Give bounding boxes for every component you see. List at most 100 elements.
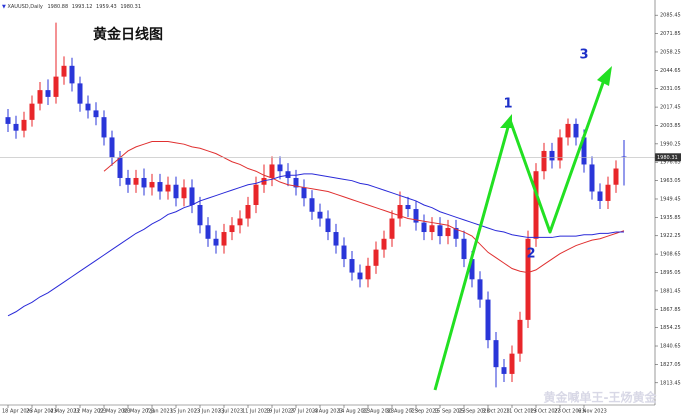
candle-body <box>69 65 75 84</box>
moving-average <box>7 173 624 317</box>
candle-body <box>597 191 603 201</box>
candle-body <box>37 90 43 104</box>
y-tick-label: 2058.25 <box>660 49 681 55</box>
candle-body <box>549 150 555 161</box>
y-tick-label: 2003.85 <box>660 123 681 129</box>
trend-path <box>433 79 606 391</box>
candle-body <box>149 182 155 188</box>
candle-body <box>429 225 435 233</box>
x-tick-label: 4 Aug 2023 <box>314 409 343 415</box>
candle-body <box>5 117 11 124</box>
x-tick-label: 30 May 2023 <box>122 409 155 415</box>
header-icon: ▼ <box>2 4 6 10</box>
candle-body <box>189 187 195 205</box>
x-tick-label: 18 Apr 2023 <box>2 409 33 415</box>
candle-body <box>517 319 523 354</box>
candle-body <box>477 279 483 300</box>
candle-body <box>461 238 467 260</box>
candle-body <box>213 238 219 246</box>
candle-body <box>293 177 299 188</box>
chart-title: 黄金日线图 <box>93 26 163 43</box>
candle-body <box>453 227 459 239</box>
candle-body <box>157 182 163 192</box>
x-tick-label: 26 Apr 2023 <box>26 409 57 415</box>
candle-body <box>573 123 579 138</box>
candle-body <box>29 103 35 120</box>
candle-body <box>469 259 475 280</box>
candle-body <box>541 150 547 172</box>
candle-body <box>285 171 291 178</box>
candle-body <box>133 177 139 185</box>
x-tick-label: 22 Aug 2023 <box>362 409 394 415</box>
header-open: 1980.88 <box>47 4 68 10</box>
candle-body <box>365 265 371 280</box>
x-tick-label: 15 Jun 2023 <box>170 409 200 415</box>
candle-body <box>229 225 235 233</box>
wave-label: 1 <box>503 97 512 112</box>
y-tick-label: 1908.65 <box>660 252 681 258</box>
candle-body <box>61 65 67 77</box>
candle-body <box>389 218 395 239</box>
candle-body <box>589 164 595 192</box>
y-tick-label: 2085.45 <box>660 13 681 19</box>
candle-body <box>341 245 347 260</box>
y-tick-label: 1827.05 <box>660 362 681 368</box>
candle-body <box>581 137 587 165</box>
candle-body <box>501 367 507 374</box>
x-tick-label: 19 Jul 2023 <box>266 409 294 415</box>
y-tick-label: 1976.65 <box>660 160 681 166</box>
y-tick-label: 1881.45 <box>660 288 681 294</box>
candle-body <box>261 177 267 185</box>
candle-body <box>197 205 203 226</box>
candle-body <box>557 137 563 161</box>
x-tick-label: 3 Jul 2023 <box>218 409 243 415</box>
candle-body <box>509 353 515 374</box>
x-tick-label: 25 Sep 2023 <box>458 409 490 415</box>
wave-label: 2 <box>526 247 535 262</box>
header-low: 1959.43 <box>96 4 117 10</box>
watermark: 黄金喊单王-王炀黄金 <box>544 390 658 405</box>
x-tick-label: 12 May 2023 <box>74 409 107 415</box>
candle-body <box>269 164 275 178</box>
candle-body <box>613 168 619 185</box>
x-tick-label: 27 Jul 2023 <box>290 409 318 415</box>
y-tick-label: 1963.05 <box>660 178 681 184</box>
candle-body <box>325 218 331 233</box>
candle-body <box>565 123 571 138</box>
candle-body <box>397 205 403 219</box>
candle-body <box>309 198 315 212</box>
x-tick-label: 4 May 2023 <box>50 409 79 415</box>
y-tick-label: 1840.65 <box>660 344 681 350</box>
candle-body <box>45 90 51 97</box>
candle-body <box>373 249 379 266</box>
candle-body <box>277 164 283 172</box>
y-tick-label: 2031.05 <box>660 86 681 92</box>
candle-body <box>93 110 99 118</box>
candle-body <box>237 218 243 226</box>
x-tick-label: 30 Aug 2023 <box>386 409 418 415</box>
candle-body <box>485 299 491 341</box>
x-tick-label: 11 Jul 2023 <box>242 409 270 415</box>
candle-body <box>77 83 83 104</box>
candle-body <box>421 222 427 233</box>
y-tick-label: 1922.25 <box>660 233 681 239</box>
x-tick-label: 11 Oct 2023 <box>506 409 537 415</box>
candle-body <box>21 119 27 131</box>
candle-body <box>245 205 251 219</box>
x-tick-label: 3 Oct 2023 <box>482 409 510 415</box>
symbol: XAUUSD,Daily <box>7 4 42 10</box>
y-tick-label: 1813.45 <box>660 380 681 386</box>
candle-body <box>125 177 131 185</box>
candle-body <box>221 232 227 246</box>
candle-body <box>101 117 107 138</box>
candle-body <box>349 259 355 273</box>
x-tick-label: 7 Jun 2023 <box>146 409 173 415</box>
y-tick-label: 2017.45 <box>660 105 681 111</box>
x-tick-label: 22 May 2023 <box>98 409 131 415</box>
y-tick-label: 1990.25 <box>660 141 681 147</box>
plot: 2085.45 2071.85 2058.25 2044.65 2031.05 2017.… <box>0 13 681 415</box>
candle-body <box>53 76 59 97</box>
candle-body <box>141 177 147 188</box>
y-tick-label: 1949.45 <box>660 196 681 202</box>
